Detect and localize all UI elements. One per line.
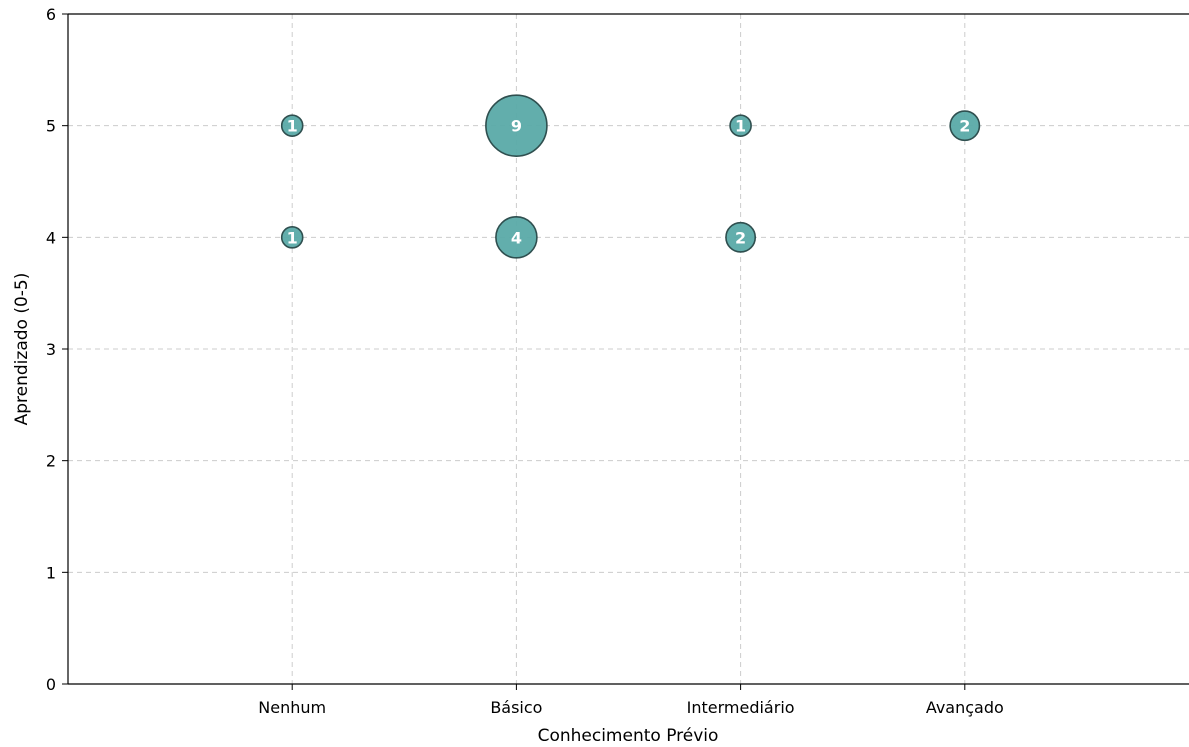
y-tick-label: 4 [46,228,56,247]
y-tick-label: 0 [46,675,56,694]
bubble [495,216,538,259]
x-tick-label: Intermediário [687,698,795,717]
bubble [485,94,548,157]
bubble [280,226,304,249]
bubble-count-label: 9 [511,117,522,136]
x-axis-label: Conhecimento Prévio [538,726,719,746]
x-tick-label: Avançado [926,698,1004,717]
bubble [949,110,981,142]
bubble [729,114,752,137]
bubble [280,114,304,137]
y-tick-label: 1 [46,563,56,582]
y-tick-label: 2 [46,452,56,471]
y-tick-label: 3 [46,340,56,359]
x-tick-label: Nenhum [258,698,326,717]
bubble [725,221,757,253]
y-axis-label: Aprendizado (0-5) [12,273,32,426]
grid [68,14,1189,684]
x-tick-label: Básico [490,698,542,717]
y-tick-label: 5 [46,117,56,136]
ticks: 0 1 2 3 4 5 6 Nenhum Básico Intermediário Avançado [46,5,1004,717]
bubble-count-label: 2 [735,228,746,247]
bubble-count-label: 4 [511,228,522,247]
bubble-count-label: 2 [959,117,970,136]
bubble-count-label: 1 [287,228,298,247]
bubble-count-label: 1 [735,117,746,136]
bubble-count-label: 1 [287,117,298,136]
y-tick-label: 6 [46,5,56,24]
bubbles: 1 1 9 4 1 2 2 [280,94,981,259]
